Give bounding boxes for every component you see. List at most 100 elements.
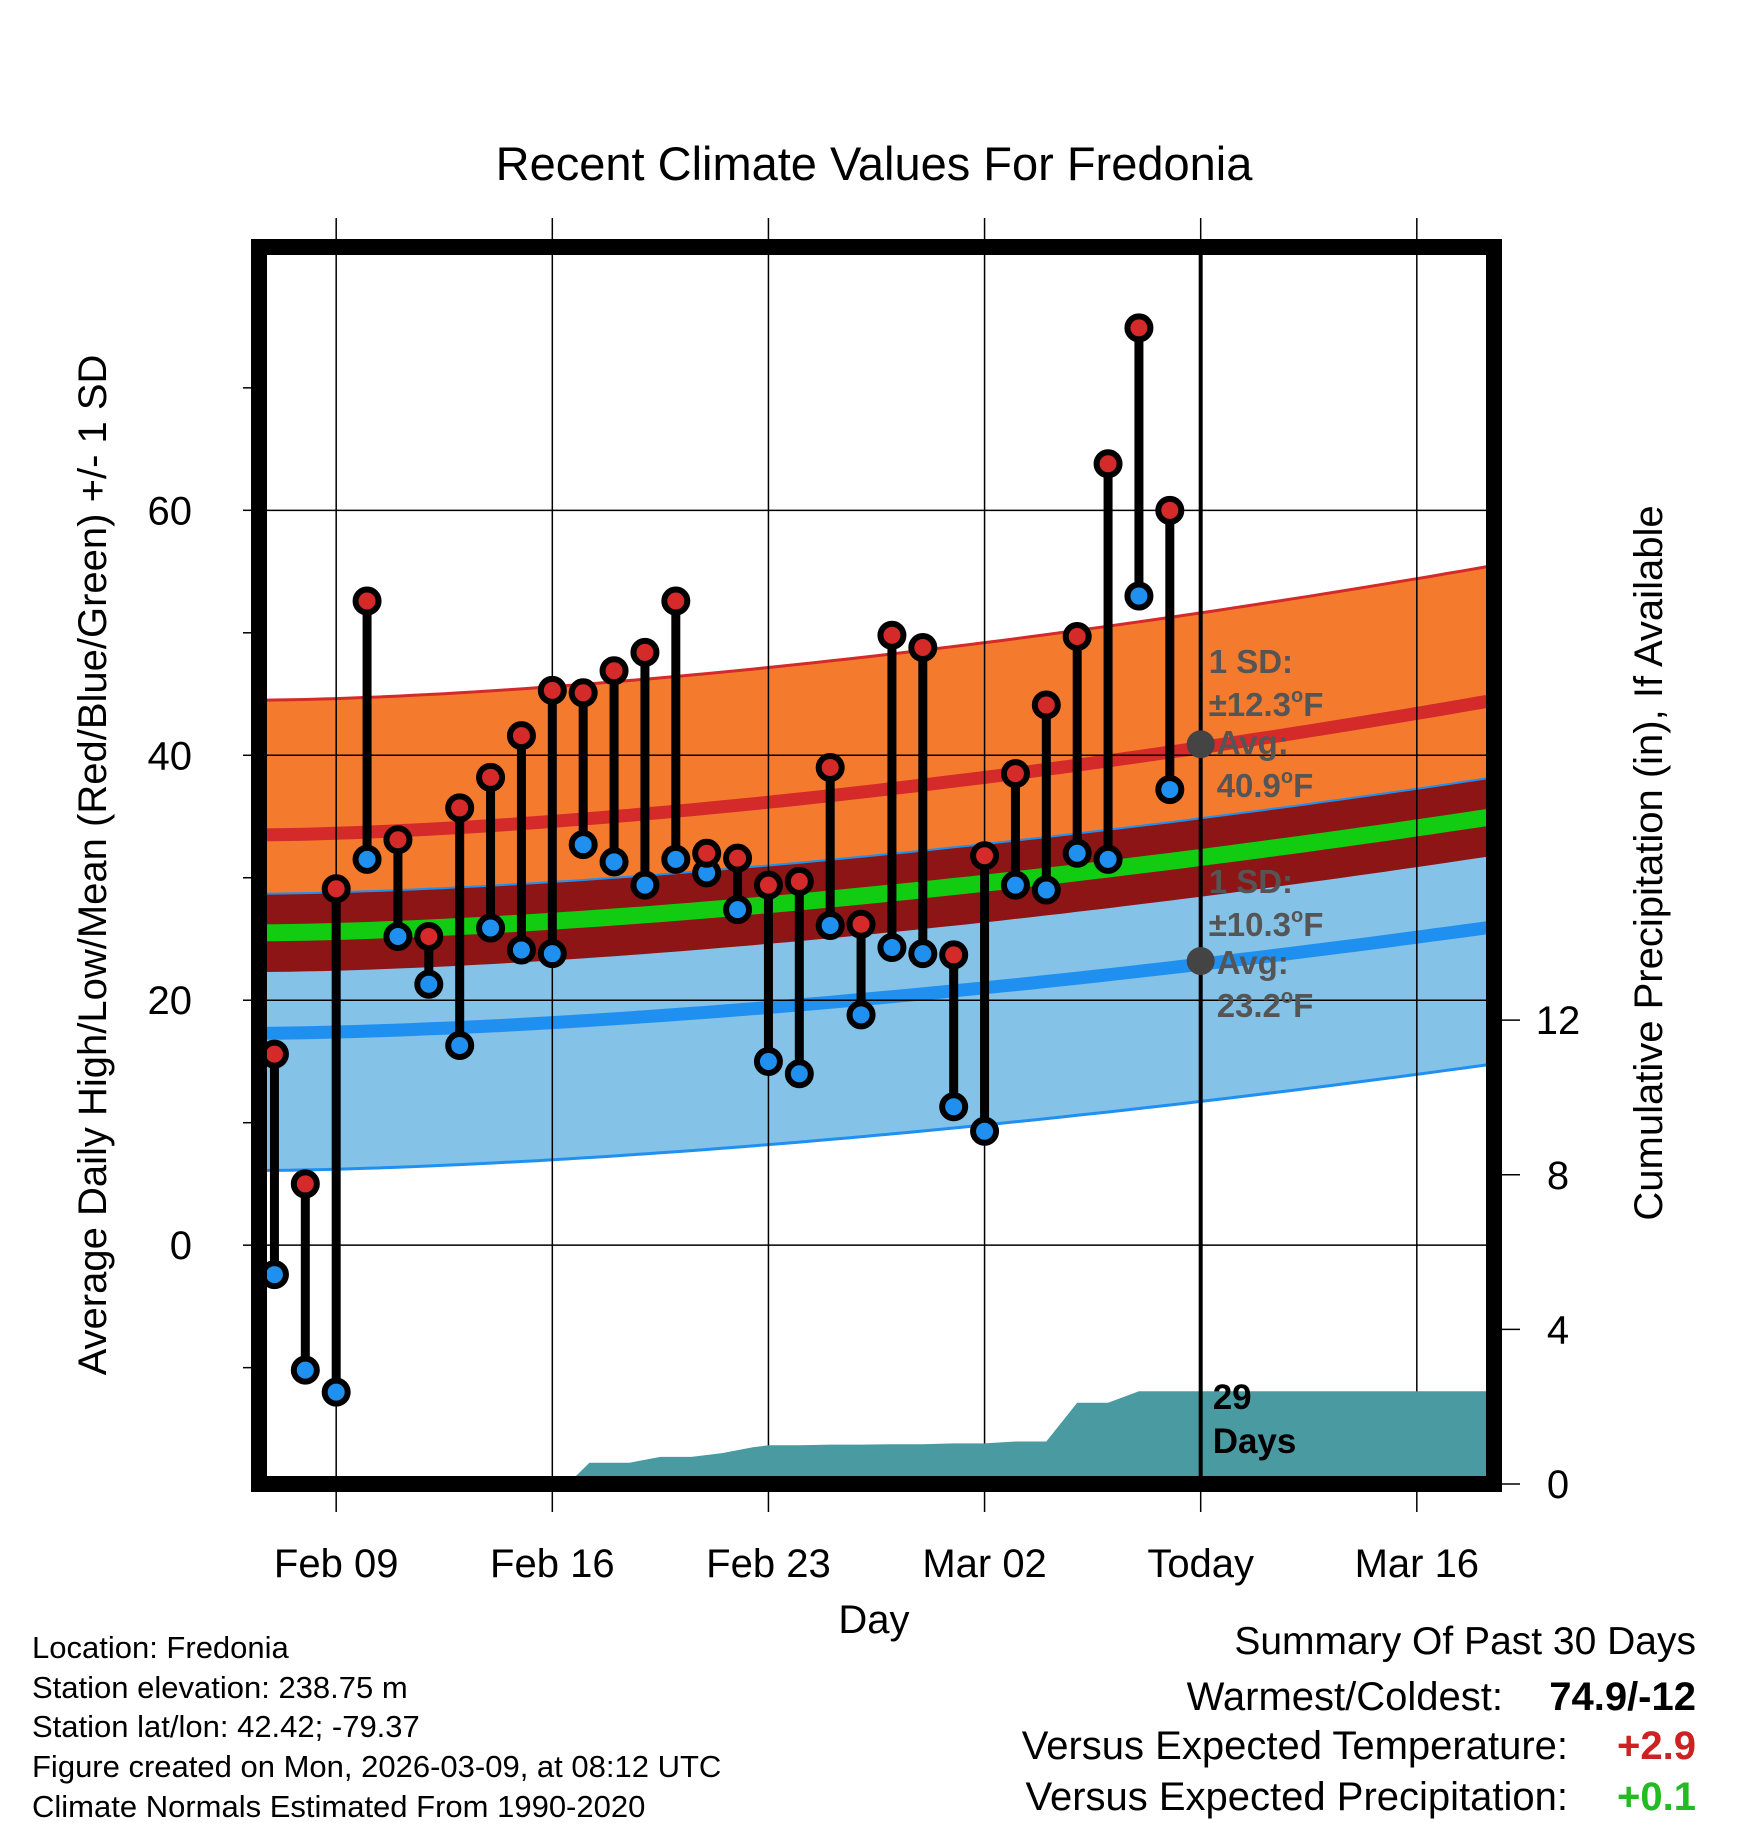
daily-low-point xyxy=(1124,581,1154,611)
daily-low-point xyxy=(537,939,567,969)
y2-tick-label: 0 xyxy=(1547,1463,1569,1507)
y-axis-label: Average Daily High/Low/Mean (Red/Blue/Gr… xyxy=(71,355,115,1376)
daily-high-point xyxy=(661,586,691,616)
daily-high-point xyxy=(908,632,938,662)
info-elevation: Station elevation: 238.75 m xyxy=(32,1670,408,1705)
daily-low-point xyxy=(1000,870,1030,900)
daily-low-point xyxy=(815,911,845,941)
daily-high-point xyxy=(939,940,969,970)
degree-sup: o xyxy=(1291,905,1303,927)
daily-high-point xyxy=(846,909,876,939)
high-avg-label: Avg: xyxy=(1217,724,1289,761)
x-tick-label: Mar 02 xyxy=(922,1542,1047,1586)
x-tick-label: Feb 09 xyxy=(274,1542,399,1586)
unit-label: F xyxy=(1293,987,1313,1024)
low-sd-lower-edge xyxy=(258,1062,1495,1172)
summary-temp-value: +2.9 xyxy=(1617,1724,1696,1768)
x-tick-label: Today xyxy=(1147,1542,1254,1586)
x-tick-label: Feb 16 xyxy=(490,1542,615,1586)
daily-low-point xyxy=(476,913,506,943)
high-avg-value: 40.9oF xyxy=(1217,766,1314,804)
today-marker: 29 Days xyxy=(1198,247,1297,1484)
x-tick-label: Feb 23 xyxy=(706,1542,831,1586)
low-avg-label: Avg: xyxy=(1217,944,1289,981)
daily-low-point xyxy=(970,1116,1000,1146)
y-tick-label: 0 xyxy=(170,1224,192,1268)
daily-low-point xyxy=(630,870,660,900)
daily-high-point xyxy=(877,620,907,650)
y-tick-label: 40 xyxy=(148,734,193,778)
y-tick-label: 60 xyxy=(148,489,193,533)
daily-high-point xyxy=(383,825,413,855)
days-unit-label: Days xyxy=(1213,1422,1297,1461)
info-location: Location: Fredonia xyxy=(32,1630,289,1665)
daily-high-point xyxy=(414,922,444,952)
daily-low-point xyxy=(383,922,413,952)
summary-warmest-coldest-label: Warmest/Coldest: xyxy=(1186,1675,1503,1719)
summary-warmest-coldest-value: 74.9/-12 xyxy=(1549,1675,1696,1719)
high-normal-line xyxy=(258,693,1496,842)
summary-title: Summary Of Past 30 Days xyxy=(1234,1620,1696,1663)
high-sd-upper-edge xyxy=(258,563,1495,702)
daily-low-point xyxy=(445,1031,475,1061)
high-avg-marker xyxy=(1186,730,1215,759)
daily-high-point xyxy=(1155,495,1185,525)
daily-high-point xyxy=(1031,690,1061,720)
cumulative-precip-area xyxy=(567,1391,1494,1484)
y2-tick-label: 4 xyxy=(1547,1308,1569,1352)
days-count-label: 29 xyxy=(1213,1378,1252,1417)
daily-low-point xyxy=(1155,775,1185,805)
y2-axis-label: Cumulative Precipitation (in), If Availa… xyxy=(1627,505,1671,1220)
daily-high-point xyxy=(1062,621,1092,651)
daily-low-point xyxy=(414,969,444,999)
daily-dots xyxy=(259,313,1185,1407)
low-avg-marker xyxy=(1186,947,1215,976)
unit-label: F xyxy=(1293,767,1313,804)
y-tick-label: 20 xyxy=(148,979,193,1023)
daily-high-point xyxy=(815,753,845,783)
daily-high-point xyxy=(753,870,783,900)
low-normal-line xyxy=(258,920,1495,1040)
daily-high-point xyxy=(445,793,475,823)
y2-tick-label: 8 xyxy=(1547,1154,1569,1198)
daily-high-point xyxy=(630,637,660,667)
daily-high-point xyxy=(970,841,1000,871)
x-tick-label: Mar 16 xyxy=(1355,1542,1480,1586)
normal-bands xyxy=(258,563,1496,1172)
daily-low-point xyxy=(321,1377,351,1407)
chart-title: Recent Climate Values For Fredonia xyxy=(496,137,1254,190)
daily-stems xyxy=(269,327,1175,1393)
x-axis-label: Day xyxy=(838,1598,909,1642)
daily-low-point xyxy=(1031,875,1061,905)
daily-low-point xyxy=(877,933,907,963)
daily-low-point xyxy=(1062,838,1092,868)
info-normals: Climate Normals Estimated From 1990-2020 xyxy=(32,1789,646,1824)
daily-low-point xyxy=(753,1046,783,1076)
info-created: Figure created on Mon, 2026-03-09, at 08… xyxy=(32,1749,722,1784)
plot-border xyxy=(251,239,1502,1492)
summary-precip-value: +0.1 xyxy=(1617,1775,1696,1819)
daily-high-point xyxy=(568,678,598,708)
low-sd-value: ±10.3oF xyxy=(1209,905,1324,943)
summary-precip-label: Versus Expected Precipitation: xyxy=(1025,1775,1568,1819)
daily-low-point xyxy=(506,935,536,965)
daily-high-point xyxy=(321,874,351,904)
daily-high-point xyxy=(506,721,536,751)
daily-high-point xyxy=(1124,313,1154,343)
daily-high-point xyxy=(692,838,722,868)
daily-low-point xyxy=(568,830,598,860)
daily-high-point xyxy=(476,762,506,792)
daily-low-point xyxy=(599,847,629,877)
daily-low-point xyxy=(661,844,691,874)
plot-frame xyxy=(251,239,1502,1492)
precipitation-area xyxy=(567,1391,1494,1484)
high-sd-value: ±12.3oF xyxy=(1209,685,1324,723)
daily-low-point xyxy=(352,844,382,874)
axes: 0 20 40 60 0 4 8 12 Feb 09 Feb 16 Feb 23 Mar 02 Toda… xyxy=(71,218,1671,1642)
mean-normal-line xyxy=(258,808,1496,942)
high-sd-label: 1 SD: xyxy=(1209,643,1293,680)
degree-sup: o xyxy=(1291,685,1303,707)
info-latlon: Station lat/lon: 42.42; -79.37 xyxy=(32,1709,420,1744)
mean-band-edge xyxy=(258,776,1495,895)
